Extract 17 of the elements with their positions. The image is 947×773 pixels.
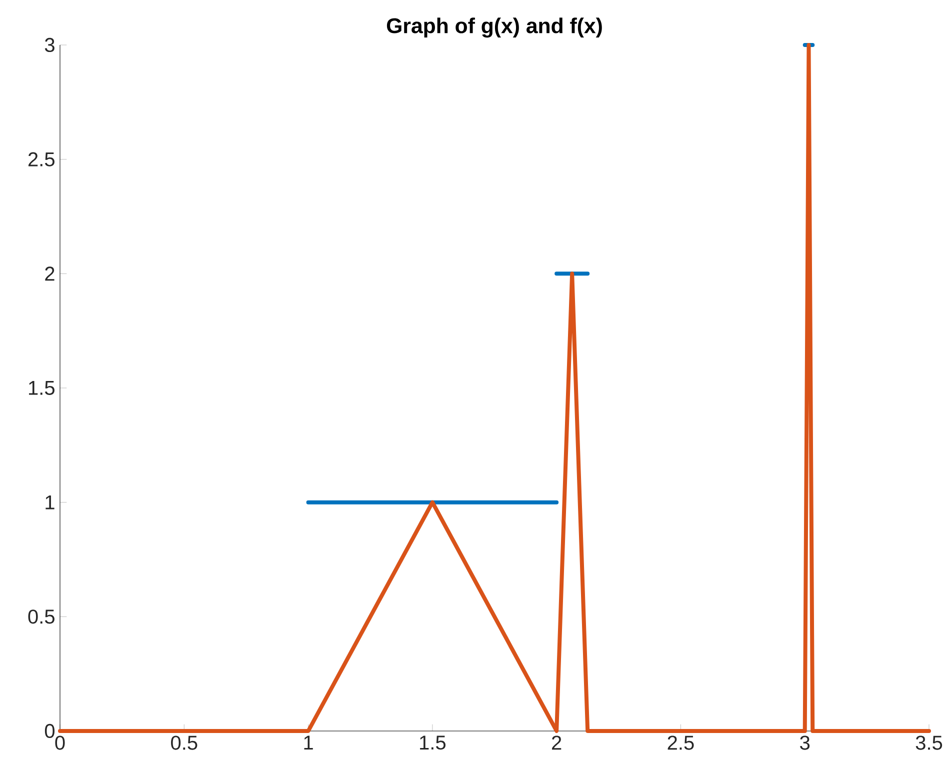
x-tick-label: 3.5 [916, 736, 942, 750]
x-tick-label: 1.5 [420, 736, 446, 750]
x-tick-label: 1 [304, 736, 313, 750]
y-tick-label: 2.5 [28, 152, 54, 166]
line-series [58, 42, 931, 733]
x-tick-label: 2 [552, 736, 562, 750]
x-tick-label: 0.5 [171, 736, 198, 750]
chart-title: Graph of g(x) and f(x) [386, 18, 602, 38]
y-tick-label: 0.5 [28, 610, 54, 624]
y-tick-label: 1.5 [29, 381, 54, 395]
x-tick-label: 2.5 [668, 736, 694, 750]
y-tick-label: 1 [46, 495, 54, 510]
y-tick-label: 0 [44, 724, 54, 738]
x-tick-label: 0 [55, 736, 65, 750]
y-tick-label: 3 [44, 38, 54, 52]
x-tick-label: 3 [800, 736, 810, 750]
y-tick-label: 2 [45, 266, 54, 281]
